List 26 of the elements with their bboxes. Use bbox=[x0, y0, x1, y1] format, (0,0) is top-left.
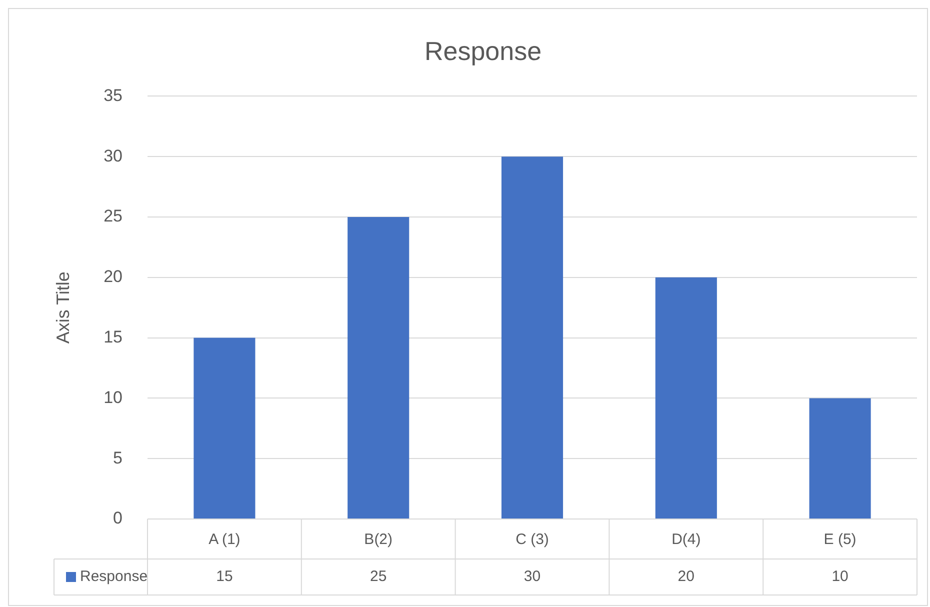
data-label: 25 bbox=[370, 568, 387, 586]
y-tick-label: 5 bbox=[113, 448, 123, 468]
x-tick-label: B(2) bbox=[364, 531, 393, 548]
y-tick-label: 20 bbox=[104, 267, 123, 286]
bar bbox=[655, 277, 717, 518]
y-tick-label: 15 bbox=[104, 327, 123, 346]
legend-label: Response bbox=[80, 568, 148, 586]
x-tick-label: C (3) bbox=[516, 531, 549, 548]
bar bbox=[348, 217, 410, 518]
y-tick-label: 35 bbox=[104, 86, 123, 105]
y-tick-label: 10 bbox=[104, 388, 123, 407]
data-label: 10 bbox=[832, 568, 848, 586]
y-tick-label: 0 bbox=[113, 508, 123, 528]
data-label: 20 bbox=[678, 568, 694, 586]
bar bbox=[809, 398, 871, 518]
x-tick-label: A (1) bbox=[208, 531, 240, 548]
y-tick-label: 25 bbox=[104, 206, 123, 226]
data-label: 30 bbox=[524, 568, 541, 586]
y-tick-label: 30 bbox=[104, 146, 123, 166]
bar bbox=[194, 338, 256, 518]
y-axis-title: Axis Title bbox=[52, 272, 73, 344]
x-tick-label: D(4) bbox=[672, 531, 701, 548]
data-label: 15 bbox=[216, 568, 233, 586]
x-tick-label: E (5) bbox=[824, 531, 856, 548]
bar bbox=[501, 156, 564, 518]
chart-title: Response bbox=[424, 36, 542, 66]
